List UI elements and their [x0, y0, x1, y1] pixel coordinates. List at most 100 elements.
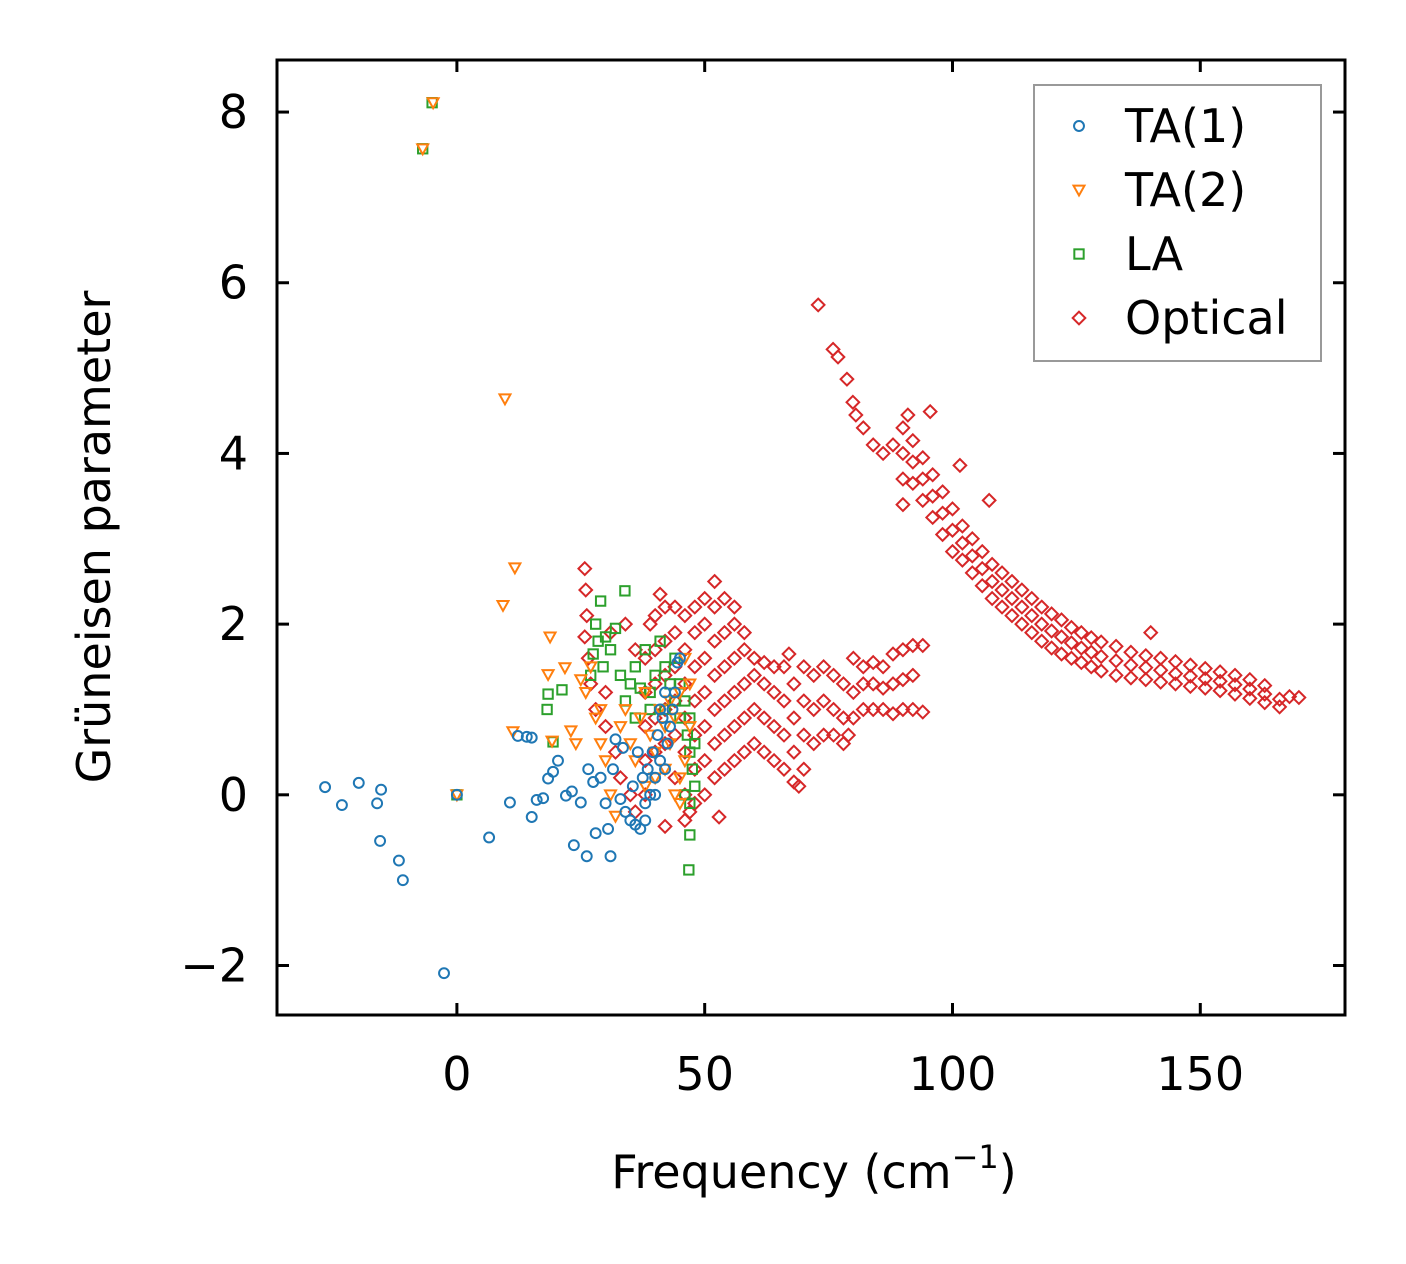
- data-point: [756, 744, 772, 760]
- data-point: [900, 407, 916, 423]
- data-point: [1152, 650, 1169, 667]
- data-point: [497, 393, 513, 407]
- data-point: [895, 701, 911, 718]
- data-point: [563, 725, 579, 739]
- data-point: [905, 454, 921, 470]
- data-point: [746, 701, 762, 718]
- data-point: [716, 727, 733, 743]
- data-point: [639, 797, 652, 810]
- y-tick-label: 8: [219, 85, 248, 139]
- data-point: [865, 437, 881, 453]
- data-point: [1227, 686, 1243, 702]
- data-point: [922, 403, 938, 420]
- data-point: [483, 831, 496, 844]
- data-point: [796, 761, 812, 777]
- data-point: [652, 586, 668, 602]
- data-point: [848, 407, 864, 423]
- data-point: [686, 763, 698, 775]
- data-point: [1043, 606, 1060, 622]
- data-point: [815, 727, 832, 743]
- data-point: [1004, 607, 1020, 624]
- data-point: [1108, 653, 1124, 669]
- data-point: [597, 684, 614, 701]
- data-point: [706, 667, 723, 684]
- data-point: [1242, 690, 1258, 707]
- data-point: [1142, 624, 1159, 641]
- data-point: [657, 818, 673, 835]
- data-point: [895, 420, 911, 436]
- data-point: [651, 729, 664, 742]
- data-point: [687, 761, 703, 777]
- series-la: [417, 96, 701, 876]
- data-point: [974, 543, 990, 560]
- data-point: [587, 701, 604, 718]
- data-point: [756, 710, 772, 726]
- data-point: [766, 718, 782, 735]
- data-point: [672, 797, 688, 811]
- data-point: [1197, 660, 1213, 677]
- data-point: [776, 693, 792, 709]
- data-point: [1014, 582, 1030, 598]
- data-point: [667, 659, 683, 675]
- data-point: [981, 492, 997, 509]
- data-point: [604, 644, 617, 656]
- data-point: [716, 693, 733, 709]
- data-point: [607, 744, 624, 760]
- data-point: [583, 661, 598, 675]
- data-point: [984, 573, 1000, 590]
- data-point: [664, 720, 676, 733]
- data-point: [766, 752, 782, 769]
- data-point: [934, 505, 951, 521]
- data-point: [525, 731, 538, 744]
- data-point: [599, 631, 612, 643]
- data-point: [934, 526, 951, 543]
- data-point: [677, 607, 693, 624]
- data-point: [1083, 630, 1099, 646]
- data-point: [964, 548, 981, 564]
- data-point: [597, 718, 614, 735]
- data-point: [639, 644, 651, 656]
- data-point: [623, 738, 638, 752]
- data-point: [706, 599, 723, 615]
- data-point: [618, 704, 633, 718]
- data-point: [825, 701, 842, 718]
- data-point: [634, 822, 647, 835]
- data-point: [629, 661, 641, 673]
- data-point: [607, 763, 619, 776]
- data-point: [1083, 659, 1099, 675]
- data-point: [580, 650, 596, 667]
- data-point: [845, 394, 861, 410]
- data-point: [696, 787, 713, 803]
- data-point: [597, 661, 609, 673]
- data-point: [659, 686, 671, 699]
- legend-marker-icon: [1071, 184, 1087, 198]
- data-point: [696, 616, 713, 632]
- data-point: [542, 631, 558, 645]
- data-point: [786, 676, 802, 692]
- data-point: [815, 693, 832, 709]
- data-point: [450, 788, 463, 801]
- data-point: [1024, 607, 1040, 624]
- data-point: [392, 854, 405, 867]
- data-point: [667, 770, 683, 786]
- data-point: [619, 585, 631, 597]
- data-point: [736, 624, 753, 641]
- data-point: [696, 650, 713, 667]
- data-point: [716, 590, 733, 607]
- y-axis-label: Grüneisen parameter: [67, 290, 121, 783]
- legend-marker-icon: [1073, 248, 1085, 260]
- data-point: [375, 783, 388, 796]
- data-point: [726, 752, 743, 769]
- data-point: [924, 467, 941, 483]
- data-point: [756, 676, 772, 692]
- data-point: [964, 531, 981, 547]
- data-point: [602, 822, 615, 835]
- data-point: [805, 667, 822, 684]
- data-point: [374, 834, 387, 847]
- y-tick-label: 2: [219, 597, 248, 651]
- x-tick-label: 100: [909, 1047, 997, 1101]
- data-point: [637, 752, 653, 769]
- data-point: [885, 646, 901, 662]
- data-point: [577, 560, 593, 577]
